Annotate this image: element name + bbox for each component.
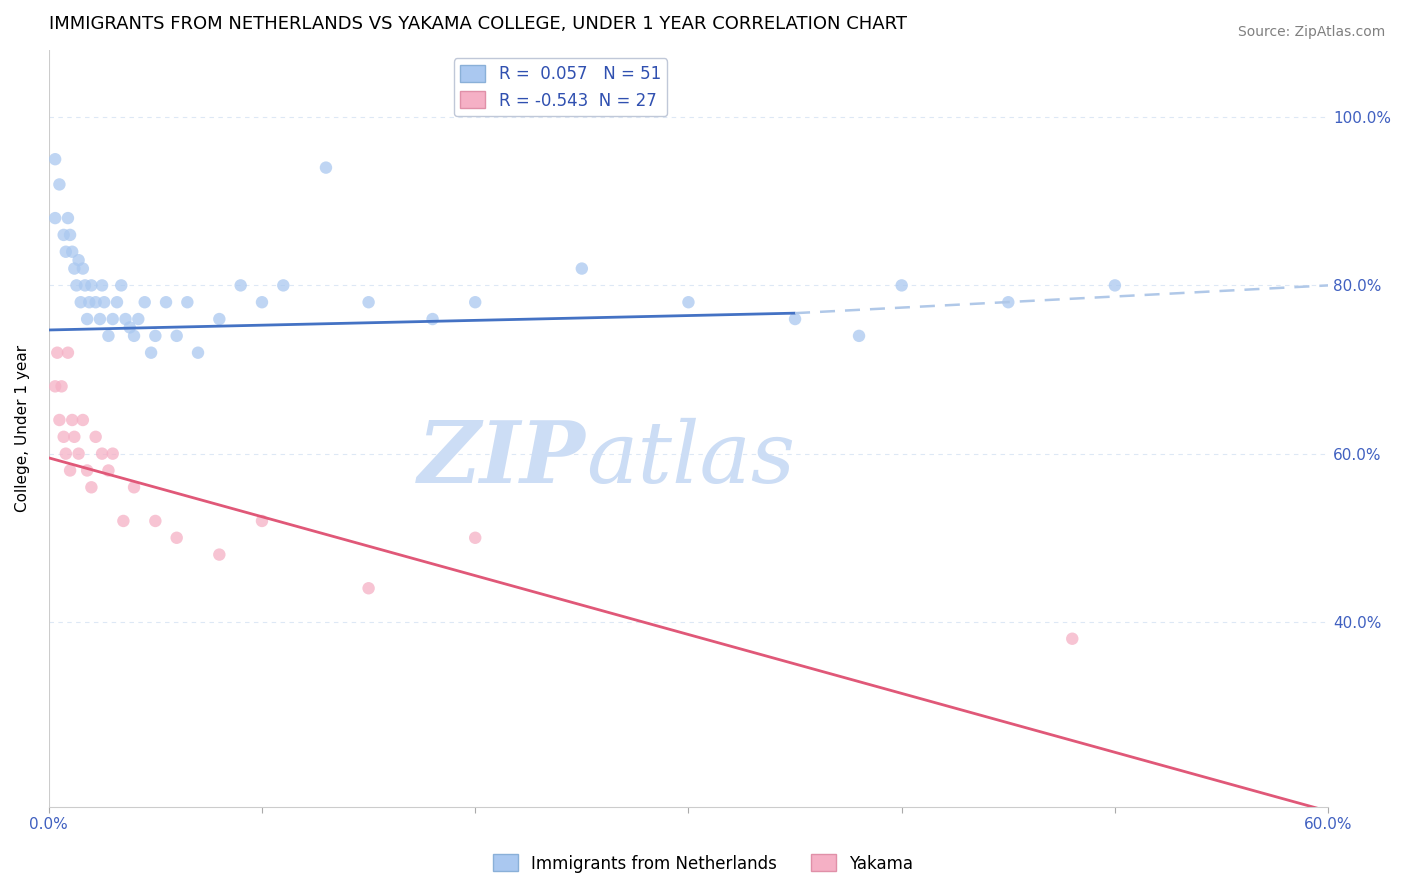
Point <box>67 253 90 268</box>
Point <box>890 278 912 293</box>
Text: IMMIGRANTS FROM NETHERLANDS VS YAKAMA COLLEGE, UNDER 1 YEAR CORRELATION CHART: IMMIGRANTS FROM NETHERLANDS VS YAKAMA CO… <box>49 15 907 33</box>
Point <box>145 329 167 343</box>
Text: Source: ZipAtlas.com: Source: ZipAtlas.com <box>1237 25 1385 39</box>
Point <box>166 329 188 343</box>
Point <box>122 329 145 343</box>
Point <box>139 345 162 359</box>
Point <box>69 295 91 310</box>
Point <box>783 312 806 326</box>
Point <box>48 413 70 427</box>
Point <box>110 278 132 293</box>
Point <box>44 379 66 393</box>
Point <box>1062 632 1084 646</box>
Point <box>176 295 198 310</box>
Point <box>89 312 111 326</box>
Point <box>422 312 444 326</box>
Point <box>63 430 86 444</box>
Point <box>357 581 380 595</box>
Point <box>166 531 188 545</box>
Point <box>112 514 135 528</box>
Point <box>134 295 156 310</box>
Point <box>48 178 70 192</box>
Point <box>250 514 273 528</box>
Point <box>76 463 98 477</box>
Point <box>145 514 167 528</box>
Point <box>59 463 82 477</box>
Point <box>52 430 75 444</box>
Point <box>55 447 77 461</box>
Point <box>155 295 177 310</box>
Point <box>114 312 136 326</box>
Point <box>76 312 98 326</box>
Point <box>571 261 593 276</box>
Y-axis label: College, Under 1 year: College, Under 1 year <box>15 345 30 512</box>
Point <box>44 152 66 166</box>
Point <box>678 295 700 310</box>
Point <box>56 345 79 359</box>
Text: atlas: atlas <box>586 417 796 500</box>
Point <box>72 413 94 427</box>
Point <box>56 211 79 225</box>
Point <box>44 211 66 225</box>
Point <box>72 261 94 276</box>
Point <box>67 447 90 461</box>
Point <box>80 480 103 494</box>
Point <box>127 312 149 326</box>
Point <box>55 244 77 259</box>
Legend: R =  0.057   N = 51, R = -0.543  N = 27: R = 0.057 N = 51, R = -0.543 N = 27 <box>454 58 668 116</box>
Point <box>1104 278 1126 293</box>
Point <box>208 548 231 562</box>
Point <box>101 447 124 461</box>
Point <box>77 295 100 310</box>
Point <box>271 278 294 293</box>
Point <box>46 345 69 359</box>
Point <box>250 295 273 310</box>
Point <box>52 227 75 242</box>
Point <box>97 463 120 477</box>
Point <box>91 278 114 293</box>
Point <box>997 295 1019 310</box>
Point <box>464 531 486 545</box>
Text: ZIP: ZIP <box>418 417 586 500</box>
Point <box>65 278 87 293</box>
Point <box>60 244 83 259</box>
Point <box>208 312 231 326</box>
Point <box>93 295 115 310</box>
Legend: Immigrants from Netherlands, Yakama: Immigrants from Netherlands, Yakama <box>486 847 920 880</box>
Point <box>229 278 252 293</box>
Point <box>63 261 86 276</box>
Point <box>357 295 380 310</box>
Point <box>187 345 209 359</box>
Point <box>84 295 107 310</box>
Point <box>97 329 120 343</box>
Point <box>73 278 96 293</box>
Point <box>101 312 124 326</box>
Point <box>80 278 103 293</box>
Point <box>51 379 73 393</box>
Point <box>122 480 145 494</box>
Point <box>464 295 486 310</box>
Point <box>105 295 128 310</box>
Point <box>848 329 870 343</box>
Point <box>91 447 114 461</box>
Point <box>60 413 83 427</box>
Point <box>315 161 337 175</box>
Point <box>59 227 82 242</box>
Point <box>84 430 107 444</box>
Point <box>118 320 141 334</box>
